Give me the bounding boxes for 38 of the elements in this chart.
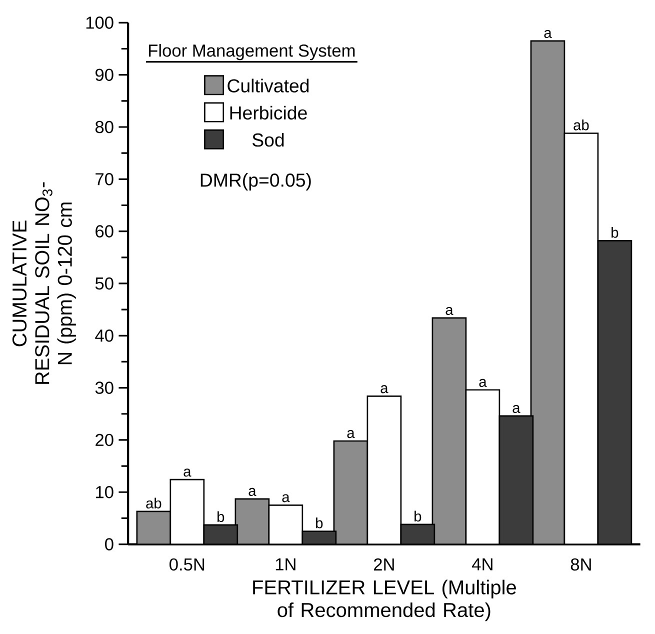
y-tick-label: 30 — [95, 382, 114, 394]
data-label: b — [414, 510, 422, 522]
y-tick-label: 60 — [96, 225, 114, 238]
x-tick-label: 4N — [472, 558, 492, 570]
legend-title: Floor Management System — [149, 44, 355, 60]
data-label: a — [248, 488, 256, 496]
data-label: a — [479, 379, 487, 388]
data-label: a — [512, 405, 520, 414]
x-tick-label: 8N — [570, 558, 591, 571]
y-tick-label: 90 — [96, 68, 114, 82]
data-label: a — [380, 385, 388, 394]
legend-label: Herbicide — [230, 106, 307, 120]
y-tick-label: 40 — [95, 330, 114, 342]
y-tick-label: 100 — [86, 16, 114, 29]
x-tick-label: 0.5N — [170, 558, 204, 571]
data-label: a — [282, 494, 290, 502]
data-label: a — [544, 30, 552, 38]
x-tick-label: 1N — [276, 558, 296, 570]
data-label: b — [316, 518, 323, 528]
y-tick-label: 0 — [105, 538, 114, 551]
data-label: ab — [574, 120, 589, 130]
y-tick-label: 50 — [95, 278, 114, 290]
y-axis-title: CUMULATIVE RESIDUAL SOIL NO$_{3}$-N (ppm) 0-120 cm — [12, 182, 76, 384]
data-label: a — [347, 430, 355, 438]
y-tick-label: 70 — [96, 173, 114, 186]
data-label: b — [218, 511, 224, 522]
legend-label: Cultivated — [228, 78, 309, 93]
annotation: DMR(p=0.05) — [200, 173, 311, 191]
y-tick-label: 20 — [96, 434, 114, 446]
data-label: ab — [146, 498, 162, 509]
data-label: a — [446, 307, 454, 316]
data-label: a — [184, 468, 192, 477]
y-tick-label: 80 — [95, 121, 114, 134]
legend-label: Sod — [252, 133, 284, 147]
x-axis-title: FERTILIZER LEVEL (Multiple of Recommended Rate) — [253, 580, 516, 622]
data-label: b — [612, 227, 618, 238]
x-tick-label: 2N — [374, 558, 394, 571]
y-tick-label: 10 — [96, 486, 114, 498]
